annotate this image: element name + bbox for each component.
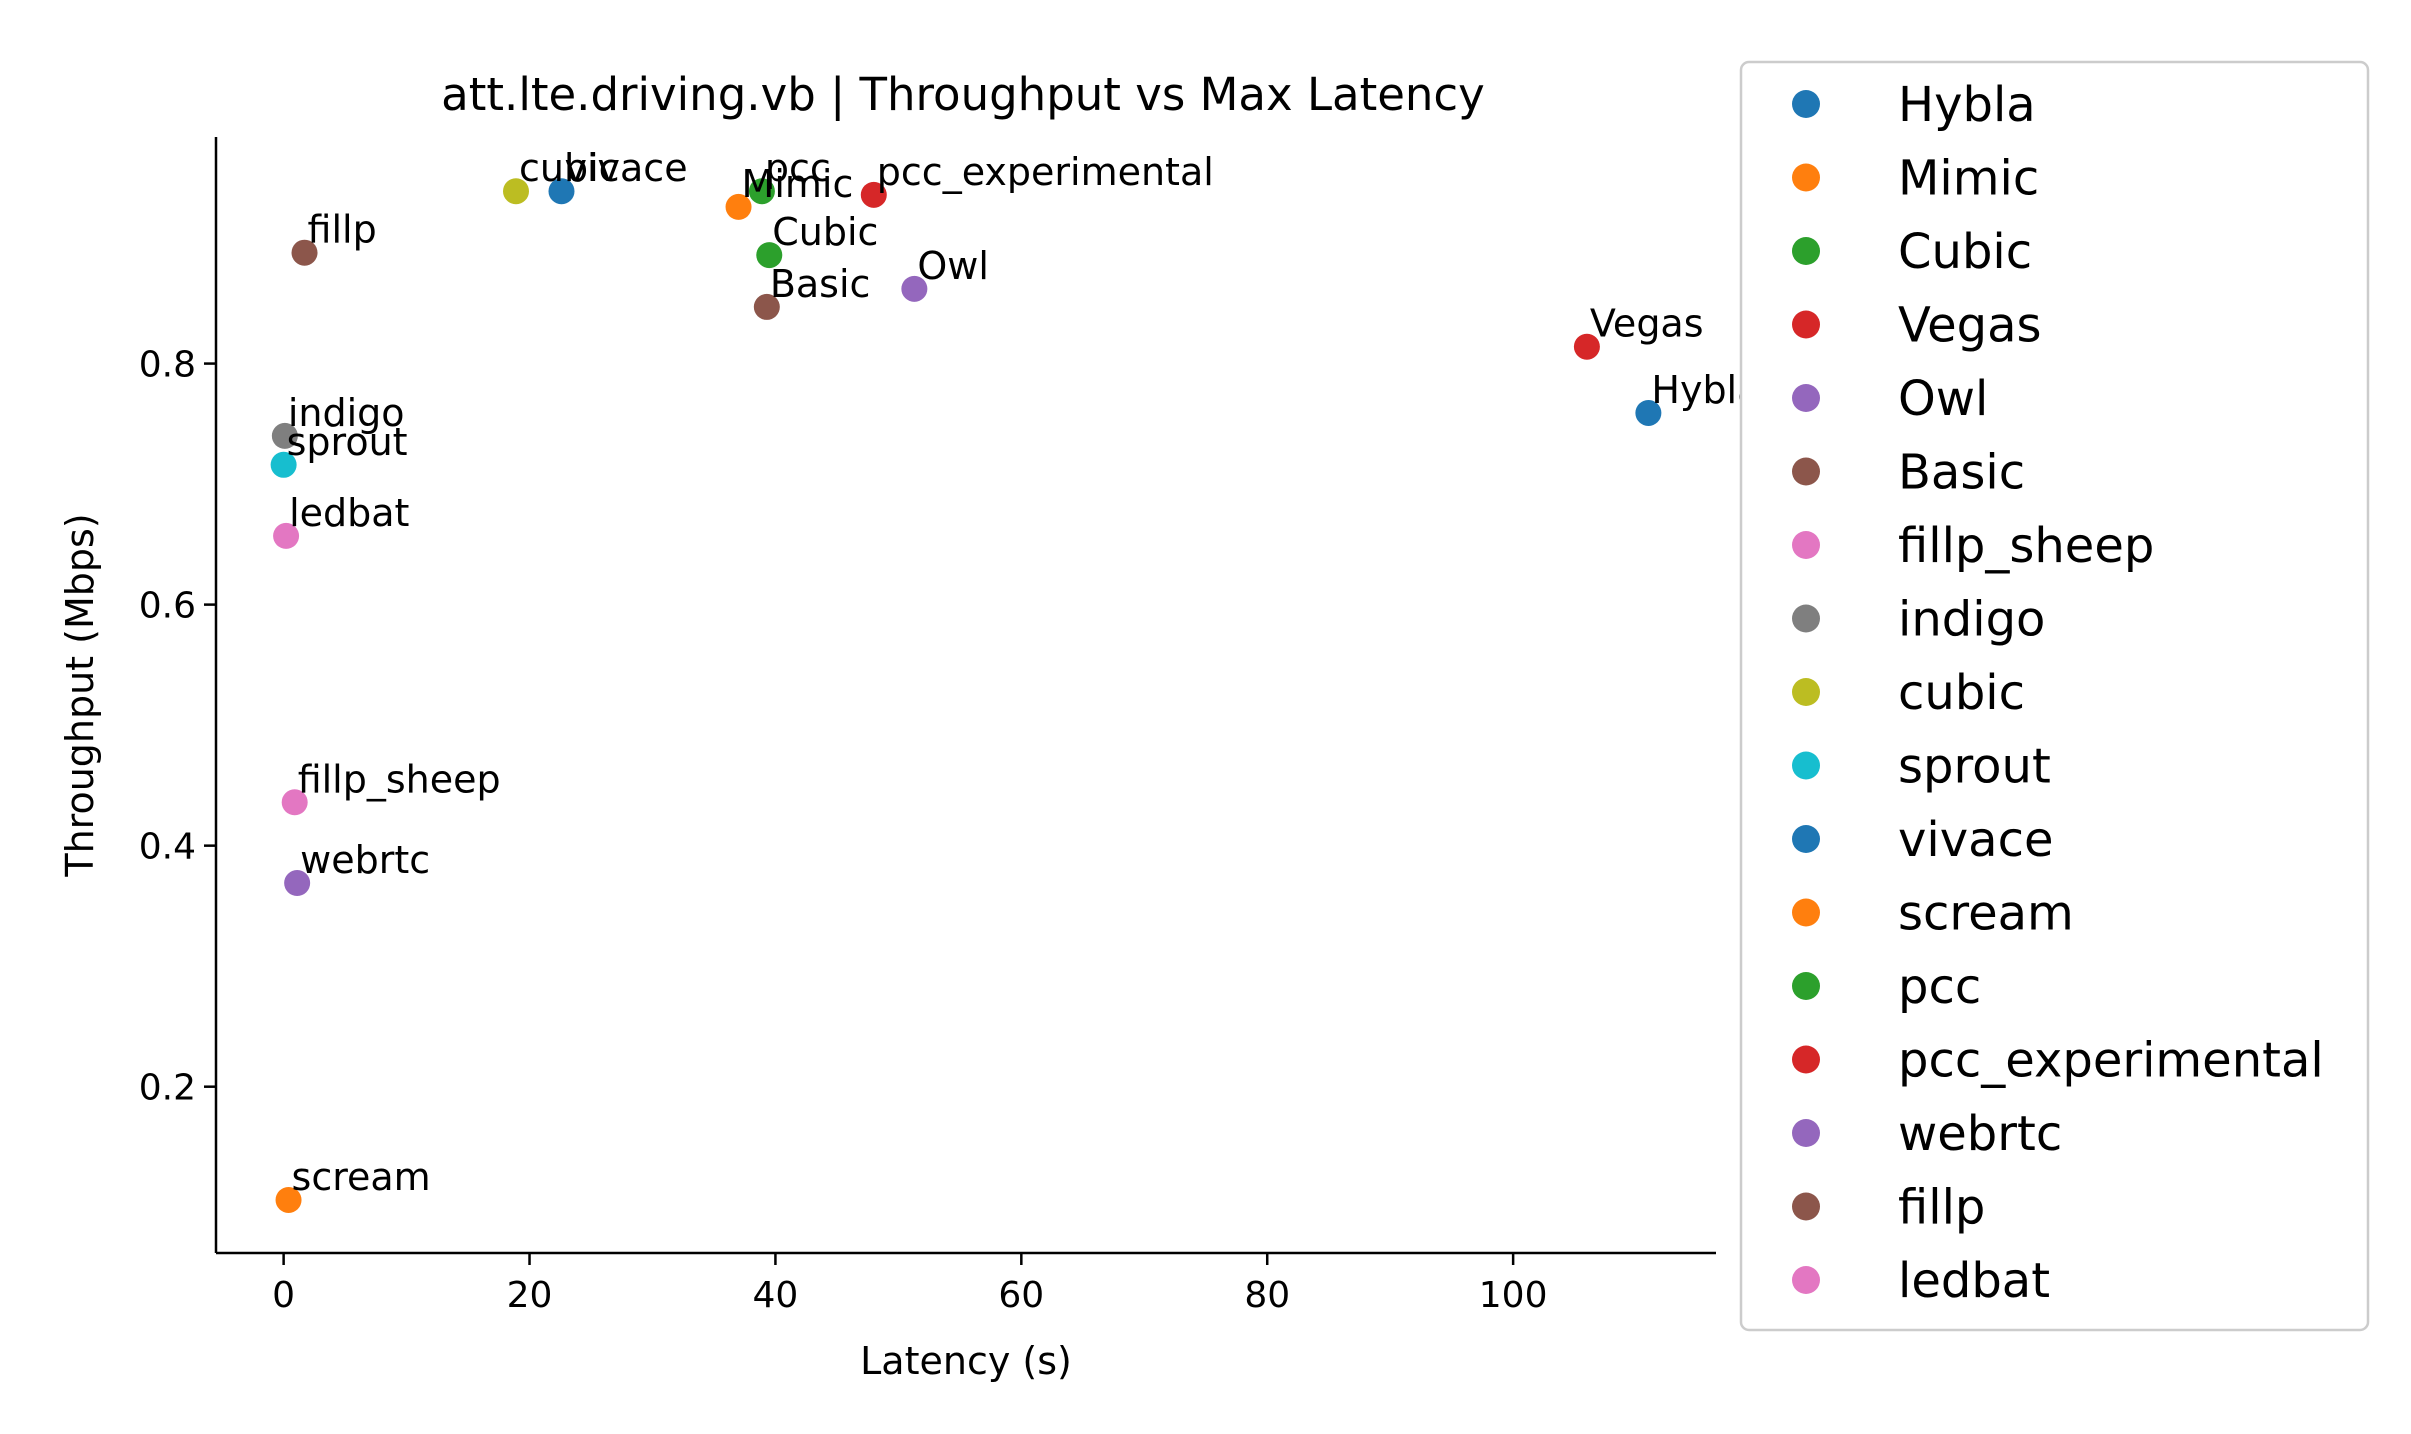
data-point-label: Vegas (1590, 302, 1704, 346)
y-axis-label: Throughput (Mbps) (58, 513, 102, 877)
legend-label: Cubic (1898, 224, 2032, 280)
legend-label: fillp_sheep (1898, 518, 2154, 574)
legend-marker (1792, 1192, 1820, 1221)
data-point-pcc-experimental (860, 181, 887, 208)
data-point-basic (753, 293, 780, 320)
legend-marker (1792, 898, 1820, 927)
y-tick-label: 0.2 (139, 1068, 196, 1109)
legend-label: Owl (1898, 371, 1988, 427)
legend-marker (1792, 163, 1820, 192)
legend-marker (1792, 1045, 1820, 1074)
data-point-owl (901, 275, 928, 302)
legend-label: scream (1898, 886, 2074, 942)
legend-marker (1792, 384, 1820, 412)
data-point-label: ledbat (289, 491, 409, 535)
data-point-cubic (756, 242, 783, 269)
data-point-vivace (548, 178, 575, 205)
data-point-label: scream (292, 1155, 431, 1199)
y-tick-label: 0.4 (139, 827, 196, 868)
y-tick-label: 0.8 (139, 345, 196, 386)
data-point-vegas (1573, 333, 1600, 360)
data-point-pcc (748, 178, 775, 205)
data-points (270, 178, 1662, 1213)
chart-title: att.lte.driving.vb | Throughput vs Max L… (441, 68, 1485, 121)
data-point-mimic (725, 193, 752, 220)
y-ticks: 0.2 0.4 0.6 0.8 (139, 345, 216, 1109)
data-point-webrtc (284, 870, 311, 897)
data-point-label: Basic (770, 262, 871, 306)
legend-marker (1792, 1266, 1820, 1294)
legend-marker (1792, 751, 1820, 780)
legend-marker (1792, 457, 1820, 486)
x-tick-label: 100 (1479, 1275, 1548, 1316)
legend-label: vivace (1898, 812, 2053, 868)
legend-marker (1792, 90, 1820, 118)
legend: Hybla Mimic Cubic Vegas Owl Basic fillp_sheepi… (1739, 60, 2370, 1332)
data-point-label: vivace (564, 146, 687, 190)
legend-marker (1792, 972, 1820, 1000)
x-tick-label: 60 (998, 1275, 1044, 1316)
legend-marker (1792, 604, 1820, 633)
plot-area: 0 20 40 60 80 100 0.20.40.60.8 HyblaMimicCubi… (139, 137, 1761, 1316)
x-tick-label: 0 (272, 1275, 295, 1316)
legend-label: Hybla (1898, 77, 2036, 133)
x-tick-label: 40 (753, 1275, 799, 1316)
y-tick-label: 0.6 (139, 586, 196, 627)
data-point-label: webrtc (300, 838, 430, 882)
legend-label: fillp (1898, 1180, 1985, 1236)
x-ticks: 0 20 40 60 80 100 (272, 1253, 1547, 1316)
data-point-cubic (503, 178, 529, 205)
data-point-ledbat (273, 522, 300, 549)
data-point-hybla (1635, 399, 1662, 426)
legend-marker (1792, 237, 1820, 265)
legend-label: Basic (1898, 445, 2025, 501)
data-point-label: pcc (765, 146, 831, 190)
legend-label: sprout (1898, 739, 2051, 795)
data-point-label: fillp_sheep (298, 757, 501, 801)
legend-marker (1792, 310, 1820, 339)
data-point-fillp-sheep (281, 789, 308, 816)
data-point-label: Cubic (772, 210, 878, 254)
legend-label: pcc (1898, 959, 1981, 1015)
legend-label: cubic (1898, 665, 2025, 721)
data-point-label: Mimic (742, 162, 854, 206)
point-labels: HyblaMimicCubicVegasOwlBasicfillp_sheepi… (287, 146, 1761, 1199)
legend-label: webrtc (1898, 1106, 2062, 1162)
legend-marker (1792, 1119, 1820, 1147)
data-point-label: Owl (917, 244, 989, 288)
legend-marker (1792, 531, 1820, 559)
x-tick-label: 20 (507, 1275, 553, 1316)
legend-label: ledbat (1898, 1253, 2050, 1309)
x-axis-label: Latency (s) (860, 1339, 1072, 1383)
legend-label: pcc_experimental (1898, 1033, 2324, 1089)
data-point-label: cubic (519, 146, 620, 190)
data-point-label: pcc_experimental (877, 150, 1214, 194)
legend-frame (1739, 60, 2370, 1332)
legend-label: Mimic (1898, 151, 2039, 207)
data-point-label: indigo (288, 391, 405, 435)
data-point-label: sprout (287, 420, 408, 464)
legend-marker (1792, 825, 1820, 853)
data-point-sprout (270, 451, 297, 478)
data-point-indigo (271, 422, 298, 449)
data-point-label: fillp (308, 208, 377, 252)
legend-label: Vegas (1898, 298, 2042, 354)
legend-marker (1792, 678, 1820, 706)
legend-label: indigo (1898, 592, 2045, 648)
data-point-fillp (291, 239, 318, 266)
data-point-scream (275, 1186, 302, 1213)
x-tick-label: 80 (1244, 1275, 1290, 1316)
